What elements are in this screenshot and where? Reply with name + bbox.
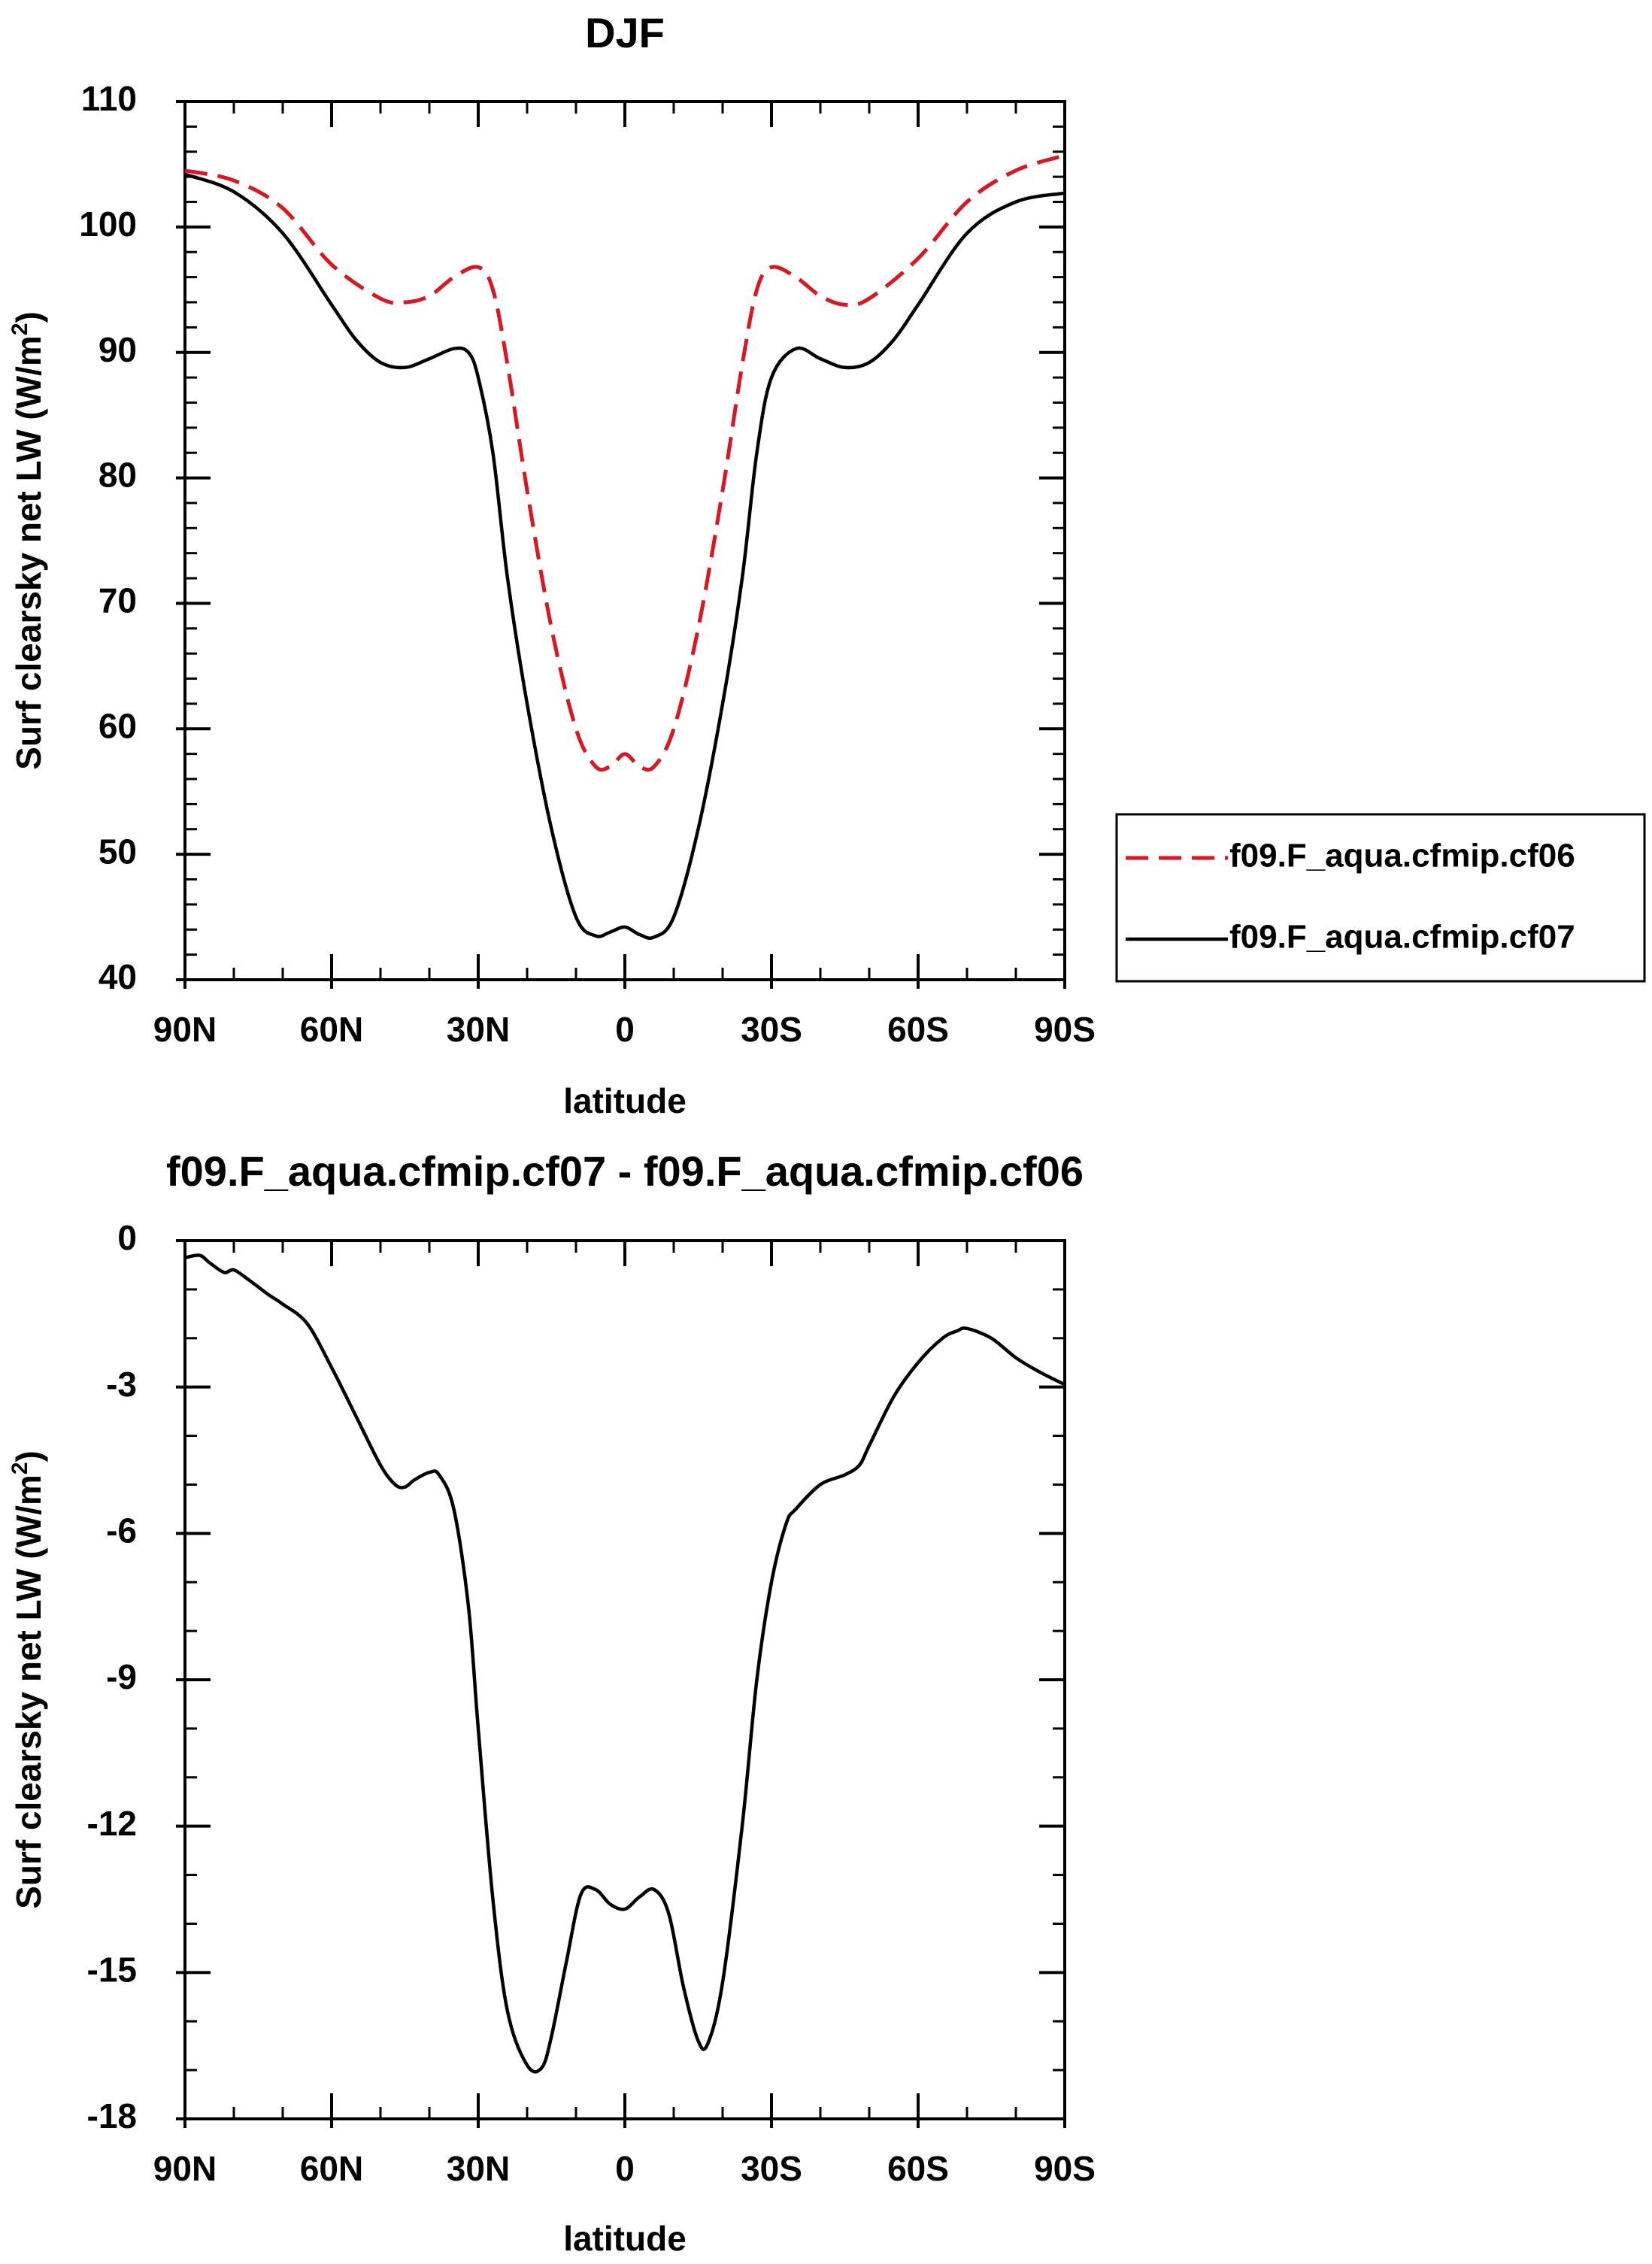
y-axis-label: Surf clearsky net LW (W/m2) (8, 311, 48, 770)
y-tick-label: 50 (99, 832, 137, 871)
y-tick-label: 60 (99, 706, 137, 745)
y-tick-label: 110 (81, 79, 137, 118)
y-tick-label: -9 (106, 1657, 137, 1696)
y-tick-label: 100 (79, 205, 137, 244)
x-tick-label: 30N (447, 1010, 510, 1049)
x-axis-label: latitude (563, 2219, 687, 2258)
x-tick-label: 60N (300, 1010, 363, 1049)
x-tick-label: 60S (887, 2149, 949, 2188)
y-tick-label: 90 (99, 330, 137, 369)
y-tick-label: 80 (99, 456, 137, 495)
x-tick-label: 90S (1034, 2149, 1096, 2188)
y-tick-label: -12 (87, 1804, 137, 1843)
legend-box (1115, 813, 1646, 983)
series-line-2 (184, 172, 1065, 940)
y-axis-label: Surf clearsky net LW (W/m2) (8, 1450, 48, 1909)
y-tick-label: -15 (87, 1950, 137, 1989)
legend-label-1: f09.F_aqua.cfmip.cf06 (1229, 838, 1575, 874)
x-tick-label: 90N (153, 1010, 217, 1049)
chart-difference: f09.F_aqua.cfmip.cf07 - f09.F_aqua.cfmip… (8, 1147, 1096, 2258)
x-tick-label: 30S (741, 2149, 802, 2188)
x-tick-label: 30S (741, 1010, 802, 1049)
legend: f09.F_aqua.cfmip.cf06 f09.F_aqua.cfmip.cf… (1115, 813, 1646, 983)
series-line-1 (184, 1253, 1066, 2074)
legend-label-2: f09.F_aqua.cfmip.cf07 (1229, 919, 1575, 956)
x-tick-label: 0 (615, 2149, 635, 2188)
x-tick-label: 90S (1034, 1010, 1096, 1049)
chart-djf: DJF 90N 60N 30N 0 30S 60S 90S 110 100 90 80 70 60 50 40… (8, 9, 1096, 1120)
plot-frame (183, 1239, 1066, 2120)
series-line-1 (184, 153, 1065, 772)
x-axis-label: latitude (563, 1081, 687, 1120)
y-tick-label: 70 (99, 581, 137, 620)
plot-frame (183, 100, 1066, 981)
x-tick-label: 30N (447, 2149, 510, 2188)
x-tick-label: 90N (153, 2149, 217, 2188)
chart-title: DJF (585, 9, 665, 56)
x-tick-label: 60N (300, 2149, 363, 2188)
x-tick-label: 0 (615, 1010, 635, 1049)
y-tick-label: -3 (106, 1365, 137, 1404)
y-tick-label: 0 (117, 1218, 137, 1257)
chart-title: f09.F_aqua.cfmip.cf07 - f09.F_aqua.cfmip… (166, 1147, 1084, 1195)
y-tick-label: -6 (106, 1511, 137, 1550)
x-tick-label: 60S (887, 1010, 949, 1049)
y-tick-label: -18 (87, 2096, 137, 2135)
y-tick-label: 40 (99, 957, 137, 996)
